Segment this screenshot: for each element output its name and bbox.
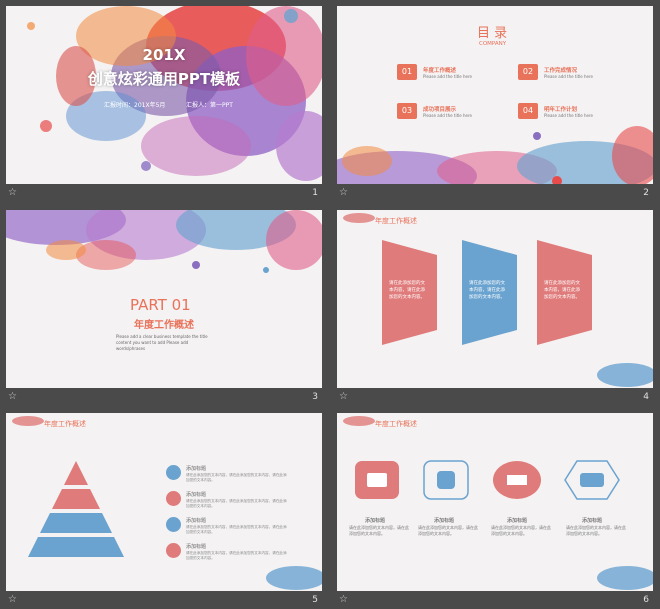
card-shape — [537, 240, 592, 345]
slide-canvas: 201X 创意炫彩通用PPT模板 汇报时间：201X年5月 汇报人：第一PPT — [6, 6, 322, 184]
toc-subtitle: COMPANY — [479, 41, 507, 47]
reporter: 汇报人：第一PPT — [186, 102, 233, 109]
location-icon — [166, 465, 181, 480]
card-shape — [382, 240, 437, 345]
card-text: 请在此添加您的文本内容，请在此添加您的文本内容。 — [389, 281, 425, 300]
list-item-text: 请在此添加您的文本内容，请在此添加您的文本内容，请在此添 — [186, 525, 287, 529]
toc-item-sub: Please add the title here — [423, 74, 472, 79]
list-item-title: 添加标题 — [186, 492, 207, 498]
slide-number: 1 — [312, 188, 318, 198]
feature-text: 请在此添加您的文本内容，请在此添加您的文本内容。 — [566, 525, 626, 536]
slide-header: 年度工作概述 — [375, 420, 417, 428]
list-item-text: 请在此添加您的文本内容，请在此添加您的文本内容，请在此添 — [186, 473, 287, 477]
list-item-title: 添加标题 — [186, 544, 207, 550]
report-time: 汇报时间：201X年5月 — [104, 102, 166, 109]
section-title: 年度工作概述 — [134, 320, 194, 331]
toc-item-title: 年度工作概述 — [423, 68, 457, 74]
feature-text: 请在此添加您的文本内容，请在此添加您的文本内容。 — [349, 525, 409, 536]
toc-number-01: 01 — [397, 64, 417, 80]
list-item-title: 添加标题 — [186, 466, 207, 472]
slide-number: 6 — [643, 595, 649, 605]
card-text: 请在此添加您的文本内容，请在此添加您的文本内容。 — [469, 281, 505, 300]
feature-title: 添加标题 — [434, 518, 455, 524]
slide-canvas: PART 01 年度工作概述 Please add a clear busine… — [6, 210, 322, 388]
toc-number-02: 02 — [518, 64, 538, 80]
toc-number-03: 03 — [397, 103, 417, 119]
toc-number-04: 04 — [518, 103, 538, 119]
part-label: PART 01 — [130, 296, 191, 314]
feature-text: 请在此添加您的文本内容，请在此添加您的文本内容。 — [418, 525, 478, 536]
slide-number: 4 — [643, 392, 649, 402]
watercolor-splash-art — [6, 210, 322, 273]
watercolor-splash-art — [343, 213, 653, 387]
slide-canvas: 目 录 COMPANY 01 年度工作概述 Please add the tit… — [337, 6, 653, 184]
star-icon[interactable]: ☆ — [339, 391, 348, 402]
feature-title: 添加标题 — [365, 518, 386, 524]
pyramid-diagram — [12, 416, 322, 590]
slide-number: 3 — [312, 392, 318, 402]
toc-item-sub: Please add the title here — [544, 74, 593, 79]
section-desc-line: words/phrases — [116, 346, 146, 351]
slide-number: 5 — [312, 595, 318, 605]
card-shape — [462, 240, 517, 345]
section-desc-line: content you want to add Please add — [116, 340, 189, 345]
slide-canvas: 年度工作概述 请在此添加您的文本内容，请在此添加您的文本内容。 请在此添加您的文… — [337, 210, 653, 388]
mail-icon — [166, 491, 181, 506]
toc-item-sub: Please add the title here — [423, 113, 472, 118]
slide-canvas: 年度工作概述 添加标题 请在此添加您的文本内容，请在此添加您的文本内容，请在此添… — [6, 413, 322, 591]
feature-title: 添加标题 — [582, 518, 603, 524]
slide-main-title: 创意炫彩通用PPT模板 — [87, 70, 241, 88]
money-bag-icon — [423, 460, 469, 500]
list-item-text: 加您的文本内容。 — [186, 478, 215, 482]
slide-year-title: 201X — [142, 46, 186, 64]
slide-header: 年度工作概述 — [44, 420, 86, 428]
toc-item-sub: Please add the title here — [544, 113, 593, 118]
toc-item-title: 明年工作计划 — [544, 107, 578, 113]
list-item-text: 加您的文本内容。 — [186, 530, 215, 534]
slide-header: 年度工作概述 — [375, 217, 417, 225]
list-item-text: 请在此添加您的文本内容，请在此添加您的文本内容，请在此添 — [186, 499, 287, 503]
star-icon[interactable]: ☆ — [8, 594, 17, 605]
people-icon — [166, 543, 181, 558]
slide-number: 2 — [643, 188, 649, 198]
toc-item-title: 成功项目展示 — [423, 107, 457, 113]
list-item-title: 添加标题 — [186, 518, 207, 524]
chat-icon — [166, 517, 181, 532]
star-icon[interactable]: ☆ — [8, 187, 17, 198]
section-desc-line: Please add a clear business template the… — [116, 334, 208, 339]
list-item-text: 请在此添加您的文本内容，请在此添加您的文本内容，请在此添 — [186, 551, 287, 555]
watercolor-splash-art — [337, 126, 653, 184]
watercolor-splash-art — [27, 6, 322, 181]
star-icon[interactable]: ☆ — [339, 594, 348, 605]
thumbs-up-icon — [564, 460, 620, 500]
toc-title: 目 录 — [477, 26, 508, 41]
toc-item-title: 工作完成情况 — [544, 68, 578, 74]
card-text: 请在此添加您的文本内容，请在此添加您的文本内容。 — [544, 281, 580, 300]
star-icon[interactable]: ☆ — [339, 187, 348, 198]
list-item-text: 加您的文本内容。 — [186, 556, 215, 560]
list-item-text: 加您的文本内容。 — [186, 504, 215, 508]
star-icon[interactable]: ☆ — [8, 391, 17, 402]
feature-text: 请在此添加您的文本内容，请在此添加您的文本内容。 — [491, 525, 551, 536]
feature-icons-art — [343, 416, 653, 590]
slide-canvas: 年度工作概述 添加标题 请在此添加您的文本内容，请在此添加您的文本内容。 添加标… — [337, 413, 653, 591]
feature-title: 添加标题 — [507, 518, 528, 524]
